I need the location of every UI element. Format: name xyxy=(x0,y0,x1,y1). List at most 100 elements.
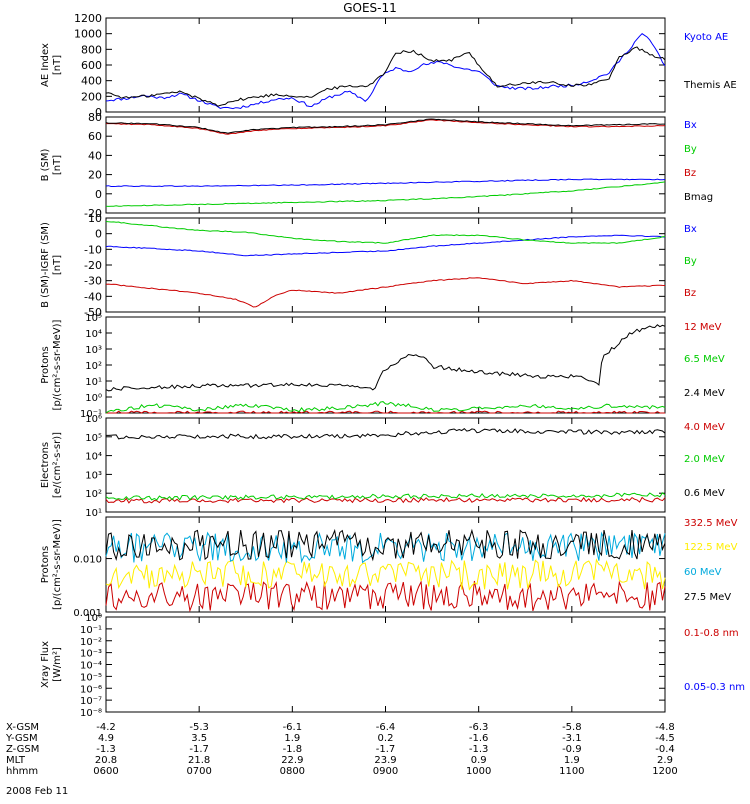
y-axis-label: [e/(cm²-s-sr)] xyxy=(52,432,63,498)
y-tick-label: 10¹ xyxy=(85,508,102,519)
y-tick-label: 60 xyxy=(88,130,102,143)
legend-kyoto-ae: Kyoto AE xyxy=(684,32,728,43)
series-line-0-6-mev xyxy=(106,428,666,440)
orbit-cell: -6.3 xyxy=(469,722,489,733)
orbit-cell: 4.9 xyxy=(98,733,114,744)
orbit-cell: 0700 xyxy=(186,766,211,777)
legend-themis-ae: Themis AE xyxy=(683,80,737,91)
y-axis-label: [nT] xyxy=(52,255,63,275)
y-tick-label: 10⁻³ xyxy=(80,649,102,660)
y-tick-label: -10 xyxy=(84,243,102,256)
legend-2-0-mev: 2.0 MeV xyxy=(684,454,725,465)
panel-xray: 10⁻⁸10⁻⁷10⁻⁶10⁻⁵10⁻⁴10⁻³10⁻²10⁻¹10⁰ Xray … xyxy=(40,613,745,719)
orbit-table: X-GSMY-GSMZ-GSMMLThhmm-4.24.9-1.320.8060… xyxy=(5,722,678,777)
orbit-cell: 0.2 xyxy=(378,733,394,744)
y-axis-label: AE Index xyxy=(40,43,51,87)
y-tick-label: 10¹ xyxy=(85,377,102,388)
orbit-cell: -1.7 xyxy=(189,744,209,755)
series-line-2-4-mev xyxy=(105,324,666,392)
y-tick-label: 800 xyxy=(81,43,102,56)
legend-0-1-0-8-nm: 0.1-0.8 nm xyxy=(684,628,739,639)
orbit-cell: -3.1 xyxy=(562,733,582,744)
legend-bx: Bx xyxy=(684,120,697,131)
legend-27-5-mev: 27.5 MeV xyxy=(684,592,731,603)
orbit-cell: 20.8 xyxy=(95,755,117,766)
y-axis-label: [p/(cm²-s-sr-MeV)] xyxy=(52,319,63,410)
legend-4-0-mev: 4.0 MeV xyxy=(684,422,725,433)
y-tick-label: 600 xyxy=(81,59,102,72)
orbit-row-label: X-GSM xyxy=(6,722,39,733)
y-axis-label: Protons xyxy=(40,546,51,583)
orbit-cell: -1.8 xyxy=(283,744,303,755)
y-axis-label: B (SM) xyxy=(40,148,51,181)
orbit-cell: -5.8 xyxy=(562,722,582,733)
legend-bz: Bz xyxy=(684,288,696,299)
chart-title: GOES-11 xyxy=(343,1,397,15)
orbit-cell: -1.3 xyxy=(96,744,116,755)
y-tick-label: 10⁻⁷ xyxy=(80,696,102,707)
y-tick-label: 10⁻⁶ xyxy=(80,684,102,695)
y-axis-label: [nT] xyxy=(52,155,63,175)
legend-332-5-mev: 332.5 MeV xyxy=(684,518,738,529)
orbit-cell: -6.4 xyxy=(376,722,396,733)
orbit-cell: 21.8 xyxy=(188,755,210,766)
y-tick-label: 10⁴ xyxy=(85,452,102,463)
legend-122-5-mev: 122.5 MeV xyxy=(684,542,738,553)
y-tick-label: 40 xyxy=(88,149,102,162)
orbit-cell: 1000 xyxy=(466,766,491,777)
panel-b-sm: -20 0 20 40 60 80 B (SM) [nT] Bx By Bz Bmag xyxy=(40,111,713,220)
series-line-bx xyxy=(105,234,665,257)
y-axis-label: Xray Flux xyxy=(40,641,51,688)
y-tick-label: 10⁻¹ xyxy=(80,409,102,420)
orbit-cell: -0.9 xyxy=(562,744,582,755)
y-tick-label: 10⁰ xyxy=(85,393,102,404)
y-tick-label: 0 xyxy=(95,188,102,201)
y-tick-label: 10⁰ xyxy=(85,613,102,624)
orbit-cell: -5.3 xyxy=(189,722,209,733)
series-line-bz xyxy=(105,277,666,308)
y-tick-label: -20 xyxy=(84,207,102,220)
y-tick-label: -40 xyxy=(84,290,102,303)
legend-2-4-mev: 2.4 MeV xyxy=(684,388,725,399)
orbit-cell: 1100 xyxy=(559,766,584,777)
orbit-cell: -4.2 xyxy=(96,722,116,733)
orbit-cell: -4.5 xyxy=(655,733,675,744)
y-tick-label: 1000 xyxy=(74,28,102,41)
y-tick-label: -50 xyxy=(84,306,102,319)
orbit-cell: 1.9 xyxy=(284,733,300,744)
legend-0-05-0-3-nm: 0.05-0.3 nm xyxy=(684,682,745,693)
y-tick-label: 10² xyxy=(85,489,102,500)
y-axis-label: [W/m²] xyxy=(52,647,63,682)
orbit-row-label: Z-GSM xyxy=(6,744,39,755)
series-line-6-5-mev xyxy=(105,401,666,414)
y-axis-label: Protons xyxy=(40,346,51,383)
y-tick-label: -30 xyxy=(84,275,102,288)
legend-by: By xyxy=(684,144,697,155)
orbit-cell: 1200 xyxy=(652,766,677,777)
plot-frame xyxy=(105,616,666,713)
legend-bx: Bx xyxy=(684,224,697,235)
legend-60-mev: 60 MeV xyxy=(684,567,722,578)
orbit-cell: -1.6 xyxy=(469,733,489,744)
series-line-kyoto-ae xyxy=(105,33,666,110)
y-axis-label: Electrons xyxy=(40,442,51,488)
series-line-122-5-mev xyxy=(105,558,666,591)
y-tick-label: 10⁻⁸ xyxy=(80,708,102,719)
orbit-cell: 22.9 xyxy=(281,755,303,766)
y-tick-label: 10⁻¹ xyxy=(80,625,102,636)
y-tick-label: 20 xyxy=(88,169,102,182)
series-line-themis-ae xyxy=(105,46,666,107)
orbit-cell: -1.7 xyxy=(376,744,396,755)
orbit-cell: 2.9 xyxy=(657,755,673,766)
y-tick-label: 10⁶ xyxy=(85,414,102,425)
orbit-cell: 1.9 xyxy=(564,755,580,766)
plot-frame xyxy=(105,116,666,214)
y-tick-label: 10⁻² xyxy=(80,637,102,648)
date-label: 2008 Feb 11 xyxy=(6,786,68,797)
y-tick-label: 400 xyxy=(81,75,102,88)
orbit-cell: 0.9 xyxy=(471,755,487,766)
orbit-cell: -0.4 xyxy=(655,744,675,755)
series-line-12-mev xyxy=(106,410,665,414)
orbit-cell: 0900 xyxy=(373,766,398,777)
